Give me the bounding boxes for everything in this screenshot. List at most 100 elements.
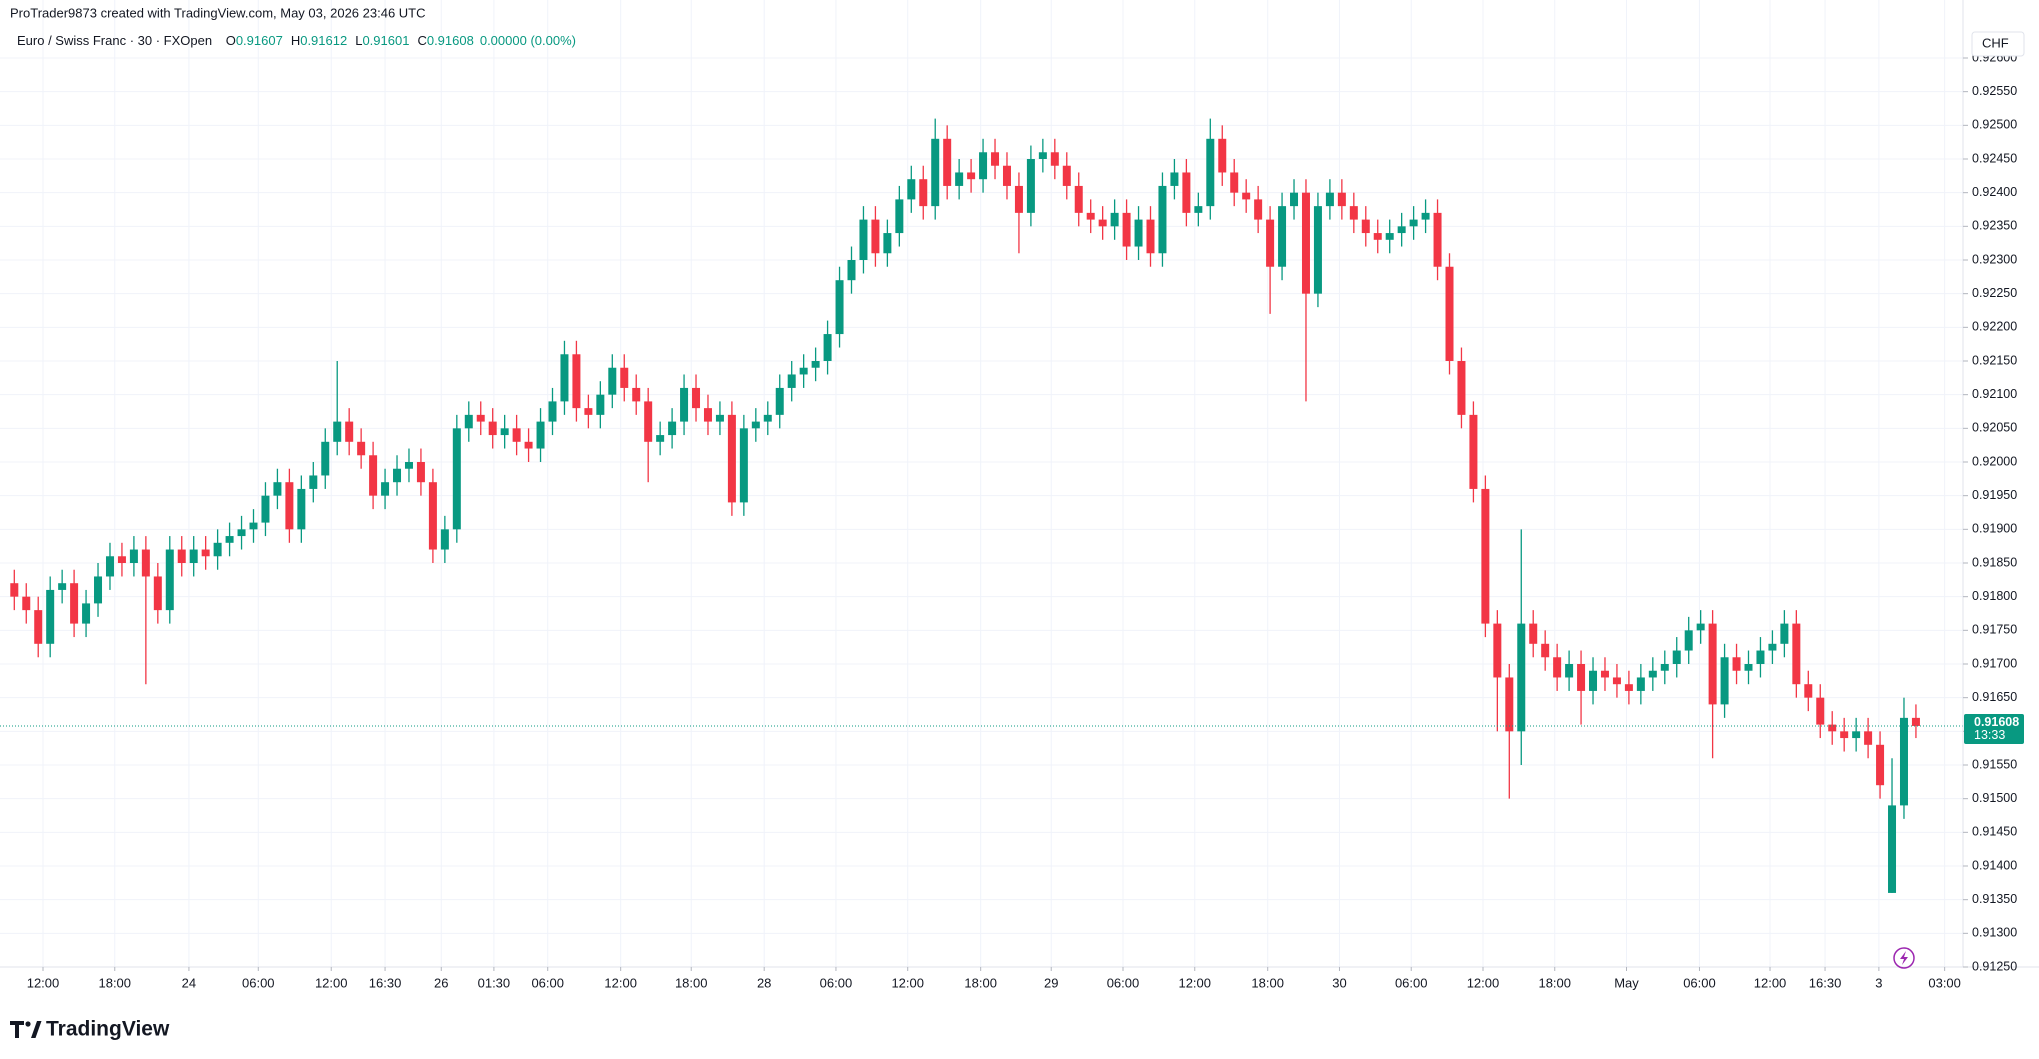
candle-body <box>1756 650 1765 664</box>
candle-body <box>22 596 31 611</box>
x-tick-label: 18:00 <box>964 975 997 990</box>
candle-body <box>1397 226 1406 234</box>
y-tick-label: 0.92250 <box>1972 286 2017 300</box>
x-tick-label: 16:30 <box>369 975 402 990</box>
candle-body <box>1600 670 1609 678</box>
candle-body <box>1457 361 1466 415</box>
candle-body <box>907 179 916 200</box>
candle-body <box>1744 664 1753 671</box>
brand-logo[interactable] <box>10 1021 42 1038</box>
candle-body <box>584 408 593 415</box>
candle-body <box>261 495 270 523</box>
candle-body <box>1780 623 1789 644</box>
legend-key: H <box>291 33 300 48</box>
x-tick-label: 12:00 <box>891 975 924 990</box>
candle-body <box>1361 219 1370 234</box>
candle-body <box>285 482 294 530</box>
candle-body <box>572 354 581 409</box>
x-tick-label: May <box>1614 975 1639 990</box>
legend-key: C <box>417 33 426 48</box>
candle-body <box>1313 206 1322 294</box>
candle-body <box>1050 152 1059 166</box>
y-tick-label: 0.91850 <box>1972 555 2017 569</box>
candle-body <box>680 387 689 422</box>
y-tick-label: 0.92100 <box>1972 387 2017 401</box>
currency-box[interactable] <box>1971 31 2025 57</box>
candle-body <box>799 367 808 375</box>
y-tick-label: 0.91650 <box>1972 690 2017 704</box>
candle-body <box>1816 697 1825 725</box>
candle-body <box>476 414 485 422</box>
candle-body <box>1242 192 1251 200</box>
y-tick-label: 0.91500 <box>1972 791 2017 805</box>
y-tick-label: 0.91700 <box>1972 656 2017 670</box>
candle-body <box>153 576 162 611</box>
candle-body <box>237 529 246 537</box>
candle-body <box>871 219 880 254</box>
legend-key: O <box>226 33 236 48</box>
candle-body <box>1505 677 1514 732</box>
candle-body <box>1708 623 1717 705</box>
x-tick-label: 18:00 <box>98 975 131 990</box>
candle-body <box>464 414 473 429</box>
candle-body <box>1876 744 1885 786</box>
x-tick-label: 18:00 <box>675 975 708 990</box>
candle-body <box>393 468 402 483</box>
candle-body <box>1696 623 1705 631</box>
candle-body <box>632 387 641 402</box>
last-price-box <box>1964 713 2024 744</box>
candle-body <box>512 428 521 442</box>
candle-body <box>177 549 186 563</box>
candle-body <box>1481 488 1490 624</box>
candle-body <box>213 542 222 557</box>
x-tick-label: 06:00 <box>1107 975 1140 990</box>
currency[interactable]: CHF <box>1982 35 2009 50</box>
candle-body <box>1589 670 1598 691</box>
candle-body <box>1349 206 1358 220</box>
x-tick-label: 06:00 <box>820 975 853 990</box>
y-tick-label: 0.92500 <box>1972 118 2017 132</box>
candle-body <box>1445 266 1454 361</box>
candle-body <box>1014 185 1023 213</box>
x-tick-label: 3 <box>1875 975 1882 990</box>
candle-body <box>369 455 378 496</box>
candle-body <box>488 421 497 436</box>
lightning-icon[interactable] <box>1893 947 1915 969</box>
candle-body <box>1433 212 1442 267</box>
candle-body <box>560 354 569 402</box>
x-tick-label: 24 <box>182 975 196 990</box>
candle-body <box>1206 138 1215 207</box>
candle-body <box>1290 192 1299 207</box>
candle-body <box>1325 192 1334 207</box>
y-tick-label: 0.91800 <box>1972 589 2017 603</box>
candle-body <box>1002 165 1011 186</box>
candle-body <box>309 475 318 489</box>
candle-body <box>1409 219 1418 227</box>
brand[interactable]: TradingView <box>46 1018 170 1041</box>
candle-body <box>1684 630 1693 651</box>
candle-body <box>919 179 928 207</box>
candle-body <box>763 414 772 422</box>
candle-body <box>608 367 617 395</box>
candle-body <box>141 549 150 577</box>
candle-body <box>1660 664 1669 671</box>
candle-body <box>1804 684 1813 698</box>
x-tick-label: 06:00 <box>1683 975 1716 990</box>
symbol-legend: Euro / Swiss Franc · 30 · FXOpen O0.9160… <box>17 33 576 48</box>
candle-body <box>823 334 832 361</box>
candle-body <box>34 610 43 644</box>
candle-body <box>751 421 760 429</box>
x-tick-label: 03:00 <box>1928 975 1961 990</box>
candle-body <box>703 408 712 422</box>
x-tick-label: 12:00 <box>315 975 348 990</box>
candle-body <box>452 428 461 530</box>
candle-body <box>345 421 354 442</box>
y-tick-label: 0.92150 <box>1972 353 2017 367</box>
candle-body <box>1840 731 1849 739</box>
x-tick-label: 16:30 <box>1809 975 1842 990</box>
y-tick-label: 0.91900 <box>1972 522 2017 536</box>
candle-body <box>1146 219 1155 254</box>
legend-value: 0.91612 <box>300 33 347 48</box>
candle-body <box>1899 717 1908 806</box>
candle-body <box>1170 172 1179 186</box>
